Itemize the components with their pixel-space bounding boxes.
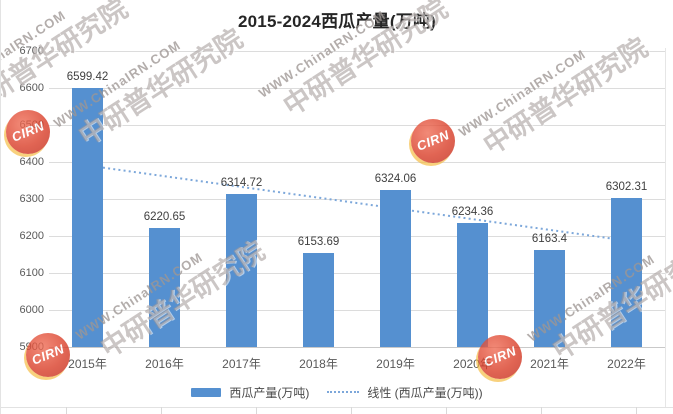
y-axis-tick-label: 6100: [19, 267, 44, 279]
gridline: [49, 50, 665, 52]
y-axis-tick-label: 6000: [19, 304, 44, 316]
spreadsheet-gridline: [256, 407, 257, 414]
x-axis-category-label: 2020年: [453, 357, 492, 371]
x-axis-category-label: 2015年: [68, 357, 107, 371]
bar-2019年: [380, 190, 411, 347]
data-label: 6599.42: [66, 71, 109, 84]
bar-2016年: [149, 228, 180, 347]
data-label: 6220.65: [143, 211, 186, 224]
x-axis-category-label: 2019年: [376, 357, 415, 371]
x-axis-category-label: 2017年: [222, 357, 261, 371]
spreadsheet-gridline: [541, 407, 542, 414]
y-axis-tick-label: 6400: [19, 156, 44, 168]
y-axis-tick-label: 6200: [19, 230, 44, 242]
bar-2018年: [303, 253, 334, 347]
gridline: [49, 124, 665, 126]
legend-trendline-label: 线性 (西瓜产量(万吨)): [367, 385, 483, 400]
y-axis-tick-label: 6300: [19, 193, 44, 205]
spreadsheet-gridline: [636, 407, 637, 414]
x-axis-category-label: 2021年: [530, 357, 569, 371]
y-axis-tick-label: 6600: [19, 82, 44, 94]
spreadsheet-gridline: [665, 48, 666, 407]
spreadsheet-gridline: [1, 407, 673, 408]
bar-2022年: [611, 198, 642, 347]
data-label: 6314.72: [220, 176, 263, 189]
bar-2021年: [534, 249, 565, 347]
y-axis-tick-label: 6500: [19, 119, 44, 131]
legend-bar-label: 西瓜产量(万吨): [229, 385, 310, 400]
spreadsheet-gridline: [66, 407, 67, 414]
data-label: 6302.31: [605, 181, 648, 194]
data-label: 6153.69: [297, 236, 340, 249]
data-label: 6163.4: [531, 232, 568, 245]
gridline: [49, 198, 665, 200]
bar-2020年: [457, 223, 488, 347]
y-axis-tick-label: 6700: [19, 45, 44, 57]
x-axis-category-label: 2022年: [607, 357, 646, 371]
bar-2015年: [72, 88, 103, 347]
spreadsheet-gridline: [446, 407, 447, 414]
y-axis-tick-label: 5900: [19, 341, 44, 353]
gridline: [49, 161, 665, 163]
gridline: [49, 309, 665, 311]
chart-title: 2015-2024西瓜产量(万吨): [237, 12, 437, 31]
gridline: [49, 272, 665, 274]
bar-2017年: [226, 193, 257, 347]
data-label: 6234.36: [451, 206, 494, 219]
legend-trendline-swatch: [327, 391, 360, 393]
x-axis-category-label: 2016年: [145, 357, 184, 371]
legend-bar-swatch: [191, 387, 222, 397]
spreadsheet-gridline: [161, 407, 162, 414]
data-label: 6324.06: [374, 173, 417, 186]
legend: 西瓜产量(万吨) 线性 (西瓜产量(万吨)): [1, 383, 673, 401]
spreadsheet-gridline: [351, 407, 352, 414]
gridline: [49, 87, 665, 89]
gridline: [49, 346, 665, 348]
x-axis-category-label: 2018年: [299, 357, 338, 371]
